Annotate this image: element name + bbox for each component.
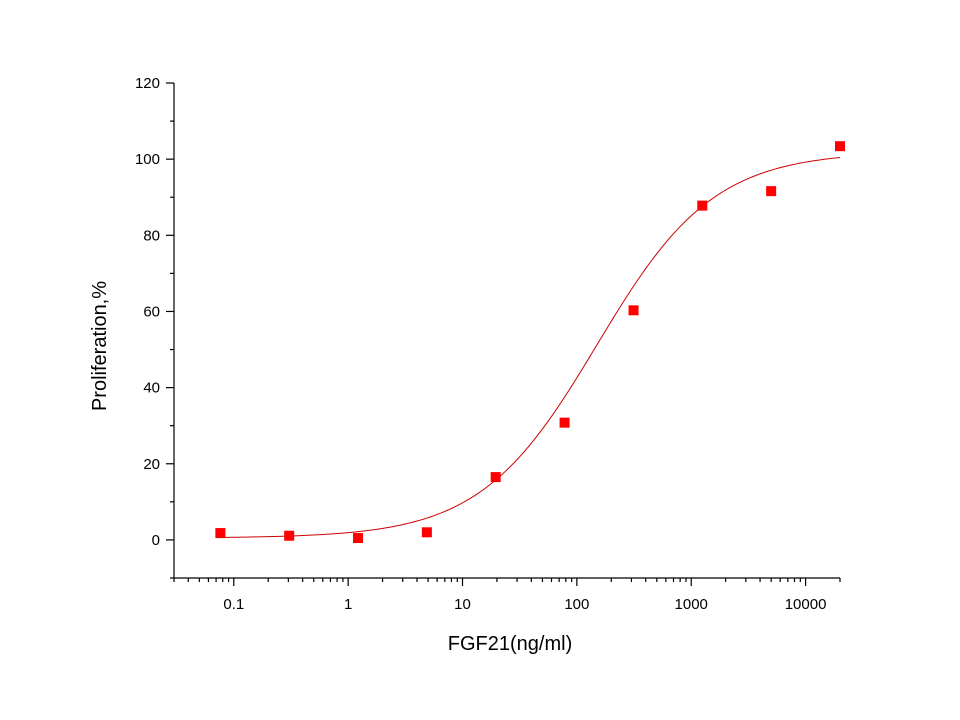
data-point bbox=[284, 530, 295, 541]
data-point bbox=[490, 472, 501, 483]
data-point bbox=[766, 186, 777, 197]
data-point bbox=[835, 141, 845, 152]
y-tick-label: 120 bbox=[135, 75, 160, 92]
y-tick-label: 80 bbox=[143, 227, 160, 244]
y-tick-label: 20 bbox=[143, 456, 160, 473]
data-point bbox=[628, 305, 639, 316]
y-tick-label: 0 bbox=[152, 532, 160, 549]
data-point bbox=[697, 200, 708, 211]
data-point bbox=[421, 527, 432, 538]
x-tick-label: 1000 bbox=[675, 596, 708, 613]
fit-curve bbox=[220, 156, 841, 538]
y-tick-label: 40 bbox=[143, 380, 160, 397]
data-point bbox=[215, 528, 226, 539]
ticks: 0 20 40 60 80 100 120 0.1 1 10 100 1000 10000 bbox=[135, 75, 841, 613]
x-tick-label: 10000 bbox=[785, 596, 827, 613]
y-axis-title: Proliferation,% bbox=[89, 281, 111, 411]
y-tick-label: 100 bbox=[135, 151, 160, 168]
x-tick-label: 1 bbox=[344, 596, 352, 613]
y-tick-label: 60 bbox=[143, 303, 160, 320]
x-tick-label: 10 bbox=[454, 596, 471, 613]
axes bbox=[173, 83, 840, 579]
data-points bbox=[215, 141, 845, 544]
x-tick-label: 100 bbox=[564, 596, 589, 613]
data-point bbox=[353, 533, 364, 544]
x-axis-title: FGF21(ng/ml) bbox=[448, 633, 572, 655]
data-point bbox=[559, 417, 570, 428]
x-tick-label: 0.1 bbox=[223, 596, 244, 613]
